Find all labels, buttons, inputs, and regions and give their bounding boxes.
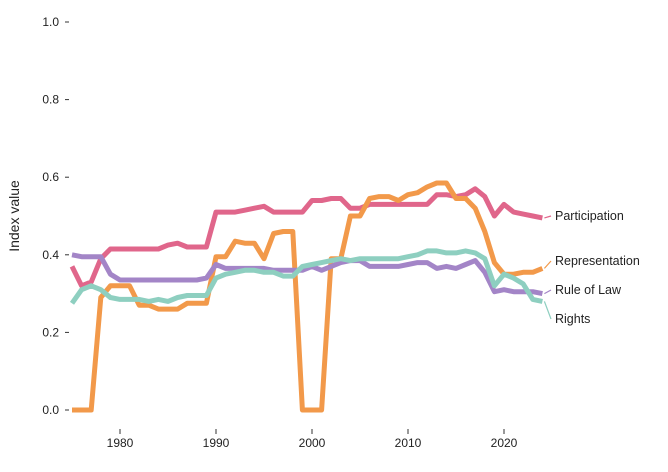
x-tick-label: 2020 (491, 436, 518, 450)
y-tick-label: 1.0 (42, 15, 59, 29)
series-labels: Participation Representation Rule of Law Ri… (543, 209, 640, 326)
series-lines (69, 180, 544, 413)
x-tick-label: 2010 (395, 436, 422, 450)
x-tick-label: 2000 (299, 436, 326, 450)
x-tick-label: 1990 (203, 436, 230, 450)
series-label: Rights (555, 312, 590, 326)
y-tick-label: 0.2 (42, 325, 59, 339)
y-axis: 0.0 0.2 0.4 0.6 0.8 1.0 (42, 15, 69, 417)
y-tick-label: 0.6 (42, 170, 59, 184)
series-label: Representation (555, 254, 640, 268)
series-label: Rule of Law (555, 283, 622, 297)
series-line-participation (69, 186, 543, 289)
series-label: Participation (555, 209, 624, 223)
series-line-rule-of-law (71, 252, 543, 297)
y-tick-label: 0.4 (42, 248, 59, 262)
y-tick-label: 0.0 (42, 403, 59, 417)
x-tick-label: 1980 (107, 436, 134, 450)
x-axis: 1980 1990 2000 2010 2020 (107, 429, 518, 450)
label-leader-line (543, 260, 552, 269)
y-axis-title: Index value (6, 180, 22, 252)
series-line-rights (69, 248, 543, 305)
label-leader-line (543, 301, 552, 320)
label-leader-line (544, 215, 552, 219)
label-leader-line (544, 289, 552, 295)
series-line-representation (72, 180, 544, 413)
y-tick-label: 0.8 (42, 93, 59, 107)
